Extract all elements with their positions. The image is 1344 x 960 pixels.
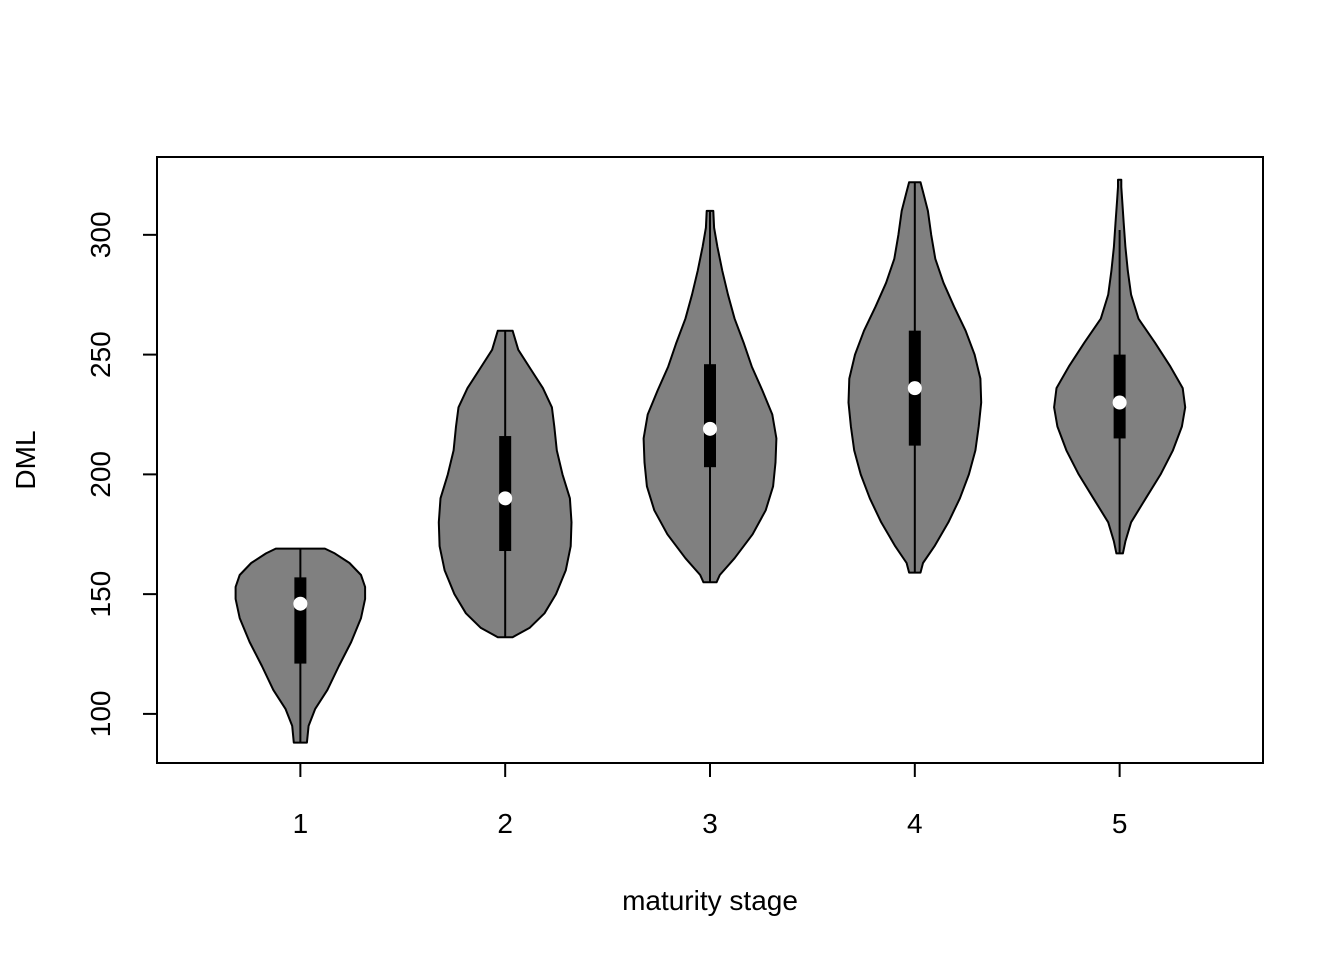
y-tick-label: 100 — [85, 691, 116, 738]
violin-group-4 — [847, 181, 983, 574]
y-tick-label: 200 — [85, 451, 116, 498]
y-tick-label: 250 — [85, 331, 116, 378]
x-tick-label: 1 — [293, 808, 309, 839]
y-axis-label: DML — [10, 430, 41, 489]
y-axis: 100 150 200 250 300 — [85, 211, 157, 737]
violin-group-2 — [437, 329, 573, 639]
x-axis: 1 2 3 4 5 — [293, 763, 1128, 839]
x-tick-label: 5 — [1112, 808, 1128, 839]
violin-iqr-box — [704, 364, 716, 468]
violin-iqr-box — [294, 577, 307, 664]
violins-layer — [234, 178, 1187, 744]
x-tick-label: 2 — [497, 808, 513, 839]
x-axis-label: maturity stage — [622, 885, 798, 916]
violin-group-1 — [234, 547, 367, 744]
x-tick-label: 4 — [907, 808, 923, 839]
y-tick-label: 150 — [85, 571, 116, 618]
violin-median-point — [293, 596, 308, 611]
violin-group-3 — [642, 209, 778, 584]
y-tick-label: 300 — [85, 211, 116, 258]
violin-group-5 — [1053, 178, 1187, 555]
violin-median-point — [1112, 395, 1127, 410]
violin-median-point — [703, 421, 717, 436]
violin-median-point — [907, 381, 922, 396]
x-tick-label: 3 — [702, 808, 718, 839]
violin-median-point — [498, 491, 513, 506]
